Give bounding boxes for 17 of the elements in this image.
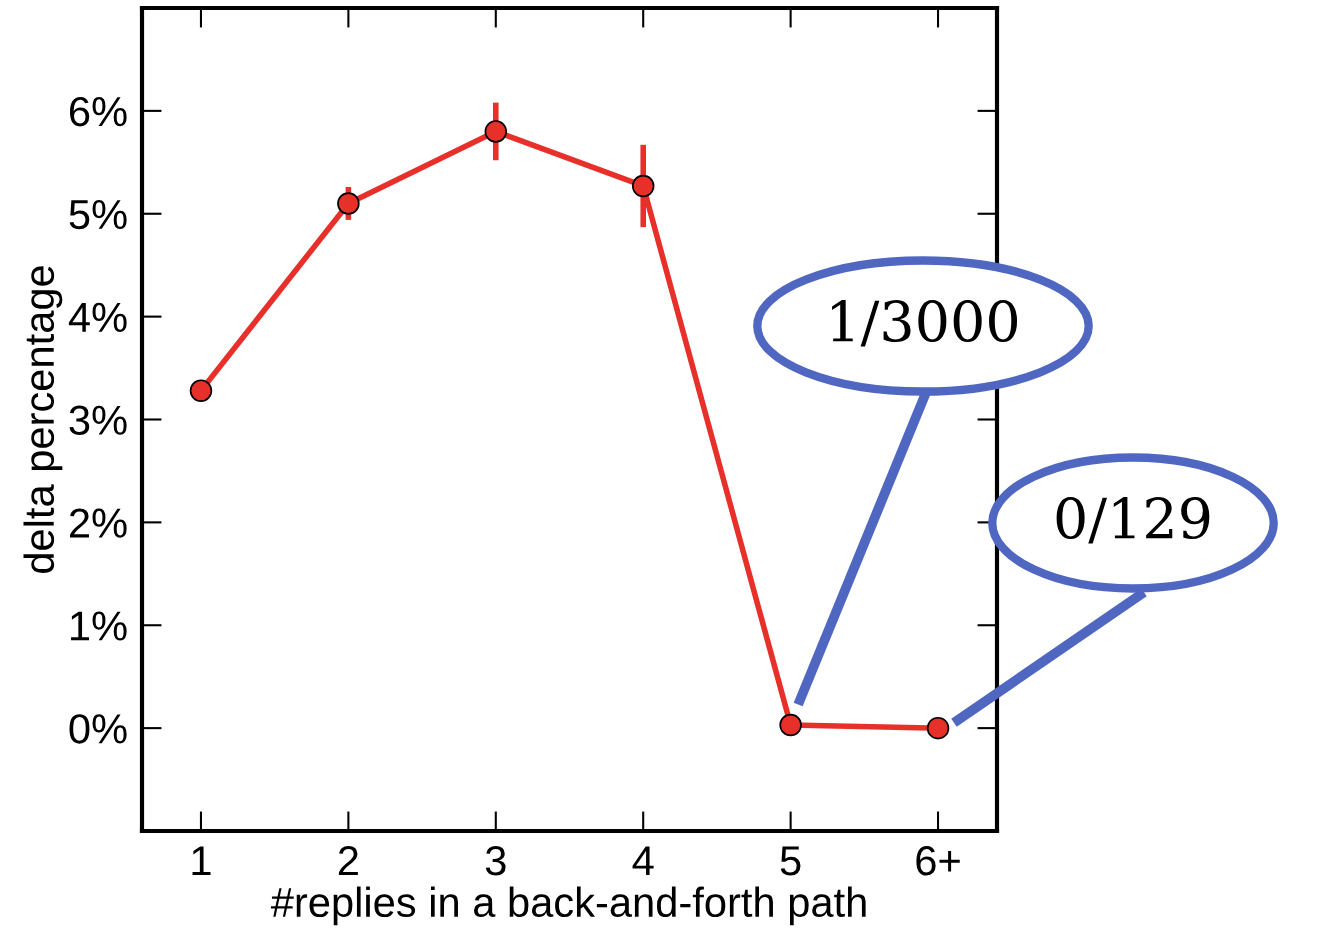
x-tick-label: 6+	[916, 845, 960, 876]
x-axis-title: #replies in a back-and-forth path	[270, 886, 866, 926]
y-tick-label: 6%	[70, 96, 127, 127]
y-tick-label: 0%	[69, 714, 127, 744]
x-tick-label: 4	[632, 846, 654, 876]
x-tick-label: 2	[338, 845, 358, 876]
y-tick-label: 5%	[69, 199, 127, 230]
x-tick-label: 5	[780, 846, 801, 876]
annotation: 1/3000	[832, 300, 1018, 347]
x-tick-label: 3	[485, 845, 506, 876]
y-tick-label: 3%	[69, 405, 127, 436]
x-tick-label: 1	[192, 846, 211, 876]
y-tick-label: 2%	[69, 508, 127, 538]
y-tick-label: 4%	[68, 302, 127, 332]
y-axis-title: delta percentage	[23, 266, 63, 573]
y-tick-label: 1%	[71, 611, 127, 641]
text: 0/129	[1056, 497, 1210, 544]
